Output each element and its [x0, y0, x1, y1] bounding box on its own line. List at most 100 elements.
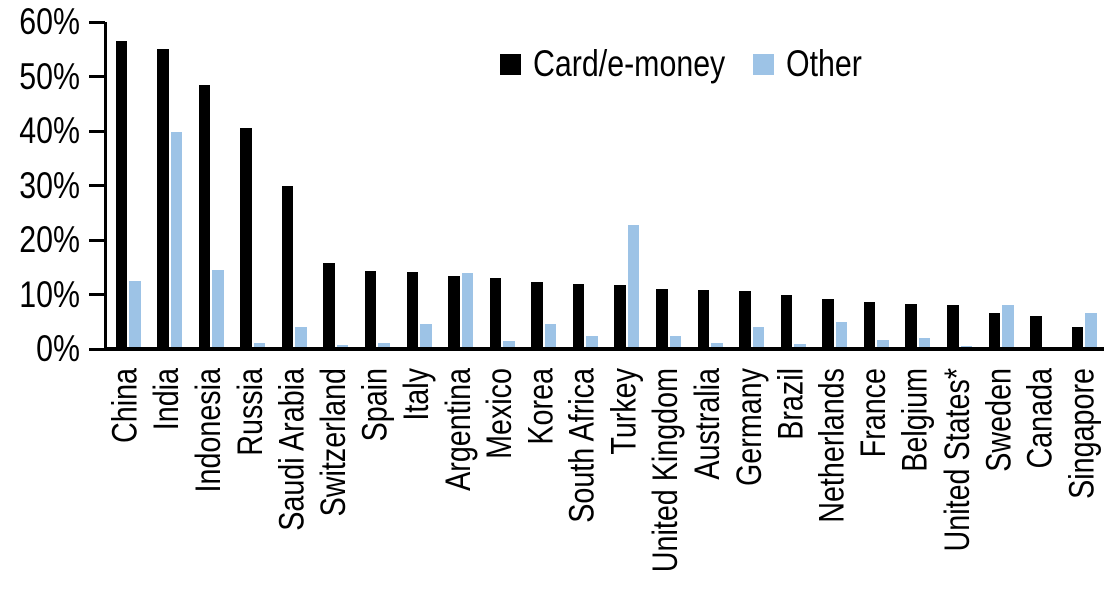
bar-card-e-money — [697, 289, 710, 349]
bar-other — [586, 335, 598, 349]
bar-group — [937, 22, 979, 349]
bar-other — [544, 323, 557, 349]
x-label-cell: Mexico — [479, 366, 521, 594]
legend-swatch-card-e-money — [500, 53, 521, 75]
legend-label-card-e-money: Card/e-money — [533, 43, 726, 84]
y-tick-label: 20% — [19, 219, 80, 260]
bar-group — [770, 22, 812, 349]
bar-other — [627, 225, 640, 349]
x-category-label: Indonesia — [188, 368, 228, 493]
bar-group — [147, 22, 189, 349]
bar-other — [1002, 304, 1014, 349]
x-label-cell: Korea — [521, 366, 563, 594]
x-category-label: China — [105, 368, 145, 443]
x-label-cell: United Kingdom — [646, 366, 688, 594]
bar-card-e-money — [739, 290, 751, 349]
bar-other — [295, 327, 307, 349]
y-tick-mark — [89, 129, 105, 133]
y-tick-label: 10% — [19, 273, 80, 315]
bar-card-e-money — [198, 84, 211, 349]
bar-card-e-money — [281, 185, 294, 349]
x-category-label: Australia — [687, 368, 727, 480]
bar-card-e-money — [1030, 316, 1042, 349]
x-category-label: India — [147, 368, 187, 431]
x-category-label: United States* — [937, 368, 977, 552]
x-category-label: Sweden — [979, 368, 1019, 472]
bar-card-e-money — [1071, 327, 1084, 349]
bar-group — [812, 22, 854, 349]
x-label-cell: Spain — [355, 366, 397, 594]
x-label-cell: Canada — [1020, 366, 1062, 594]
bar-group — [521, 22, 563, 349]
bar-card-e-money — [448, 276, 460, 349]
y-tick-mark — [89, 293, 105, 296]
bar-other — [212, 270, 224, 349]
x-category-label: Belgium — [895, 368, 935, 472]
y-tick-mark — [89, 75, 105, 78]
bar-other — [420, 323, 432, 349]
bar-group — [396, 22, 438, 349]
bar-card-e-money — [614, 285, 626, 349]
bar-other — [253, 343, 266, 349]
x-label-cell: Netherlands — [812, 366, 854, 594]
legend-item-card-e-money: Card/e-money — [500, 42, 767, 86]
bar-group — [895, 22, 937, 349]
x-label-cell: Indonesia — [188, 366, 230, 594]
bar-card-e-money — [863, 301, 876, 349]
x-label-cell: Belgium — [895, 366, 937, 594]
y-tick-label: 0% — [36, 328, 80, 369]
x-category-label: France — [854, 368, 894, 458]
x-category-label: Saudi Arabia — [272, 368, 312, 531]
bar-group — [853, 22, 895, 349]
bar-other — [170, 132, 183, 349]
bar-group — [729, 22, 771, 349]
x-category-label: United Kingdom — [646, 368, 686, 573]
bar-other — [752, 327, 765, 349]
x-label-cell: Argentina — [438, 366, 480, 594]
bar-other — [461, 272, 474, 349]
bar-card-e-money — [988, 313, 1001, 349]
x-label-cell: Turkey — [604, 366, 646, 594]
bar-card-e-money — [572, 284, 585, 349]
bar-group — [562, 22, 604, 349]
x-label-cell: Germany — [729, 366, 771, 594]
bar-other — [378, 342, 390, 349]
bar-other — [794, 343, 806, 349]
bar-card-e-money — [157, 49, 169, 349]
y-tick-mark — [89, 238, 105, 242]
y-tick-label: 60% — [19, 1, 80, 42]
bar-card-e-money — [115, 41, 127, 349]
x-label-cell: China — [105, 366, 147, 594]
bar-other — [336, 344, 349, 349]
x-label-cell: South Africa — [562, 366, 604, 594]
x-label-cell: India — [147, 366, 189, 594]
bar-group — [354, 22, 396, 349]
bar-group — [1020, 22, 1062, 349]
bar-card-e-money — [531, 282, 543, 349]
bar-other — [711, 343, 723, 349]
x-label-cell: Italy — [396, 366, 438, 594]
bar-other — [129, 281, 141, 349]
x-category-label: Mexico — [480, 368, 520, 459]
x-label-cell: Brazil — [770, 366, 812, 594]
bar-group — [978, 22, 1020, 349]
x-category-label: Brazil — [771, 368, 811, 440]
bar-group — [105, 22, 147, 349]
y-tick-mark — [89, 20, 105, 24]
bar-card-e-money — [947, 305, 959, 349]
x-category-label: Singapore — [1062, 368, 1102, 499]
bar-card-e-money — [822, 298, 834, 349]
legend-swatch-other — [753, 53, 774, 75]
y-axis-line — [104, 22, 107, 351]
x-category-label: Spain — [355, 368, 395, 442]
bar-group — [604, 22, 646, 349]
bar-card-e-money — [364, 271, 377, 349]
x-category-label: South Africa — [563, 368, 603, 523]
bar-other — [835, 322, 848, 349]
x-label-cell: Singapore — [1061, 366, 1103, 594]
x-label-cell: Australia — [687, 366, 729, 594]
bar-card-e-money — [406, 271, 419, 349]
x-category-label: Netherlands — [812, 368, 852, 523]
bar-other — [1085, 312, 1097, 349]
x-label-cell: Switzerland — [313, 366, 355, 594]
